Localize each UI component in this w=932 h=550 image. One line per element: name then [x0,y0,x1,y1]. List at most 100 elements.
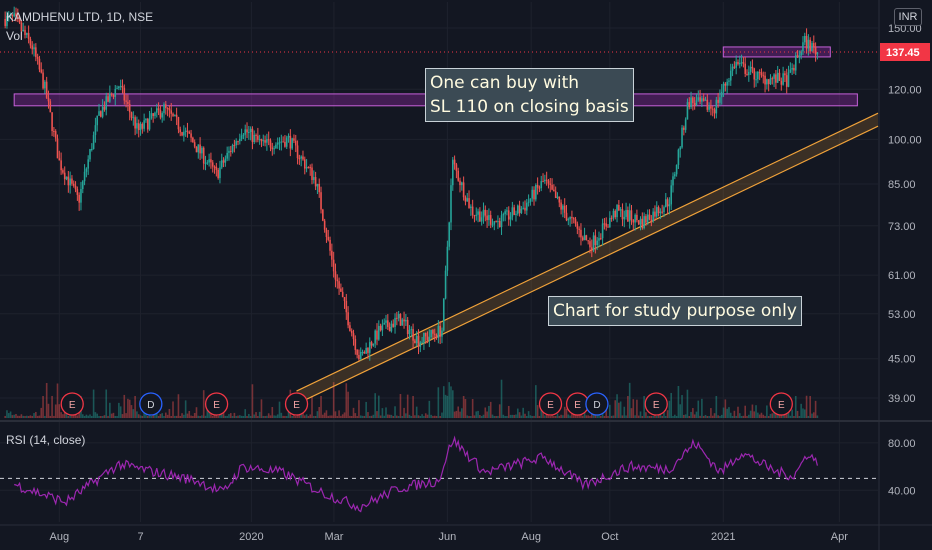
candle-body [688,102,691,108]
candle-body [719,97,721,103]
volume-bar [134,395,136,418]
volume-bar [793,415,795,418]
candle-body [728,80,730,82]
volume-bar [49,415,52,418]
candle-body [666,199,669,207]
volume-bar [273,415,275,418]
volume-bar [798,415,801,418]
candle-body [137,123,140,131]
volume-bar [571,413,573,418]
volume-bar [603,416,606,418]
candle-body [565,212,568,221]
candle-body [63,172,66,180]
volume-bar [266,415,268,418]
candle-body [448,222,450,247]
candle-body [545,179,548,181]
dividend-event-marker: D [139,392,163,416]
volume-bar [27,415,30,418]
candle-body [320,192,322,210]
volume-bar [159,413,162,418]
volume-bar [251,384,254,418]
candle-body [771,78,774,80]
candle-body [208,159,210,163]
trendline-channel[interactable] [296,112,879,405]
volume-bar [493,415,496,418]
candle-body [62,170,64,173]
candle-body [580,229,582,238]
volume-bar [107,415,109,418]
event-label: E [293,400,300,411]
candle-body [531,189,534,199]
candle-body [130,112,133,118]
volume-bar [62,414,64,418]
candle-body [53,131,55,133]
candle-body [583,235,586,241]
currency-button[interactable]: INR [894,8,922,26]
volume-bar [121,414,124,418]
volume-bar [655,415,658,418]
candle-body [349,325,351,331]
candle-body [85,168,88,172]
candle-body [791,67,793,70]
candle-body [343,297,346,301]
volume-bar [807,415,810,418]
volume-bar [684,414,687,418]
volume-bar [753,411,756,418]
candle-body [524,207,526,211]
candle-body [778,72,781,81]
candle-body [551,184,553,190]
study-note[interactable]: Chart for study purpose only [548,296,802,326]
symbol-title[interactable]: KAMDHENU LTD, 1D, NSE [6,10,154,24]
candle-body [442,298,445,331]
volume-bar [318,406,321,418]
candle-body [630,210,633,220]
volume-bar [704,414,707,418]
volume-bar [186,413,189,418]
volume-bar [294,416,297,418]
event-circle [204,392,229,416]
candle-body [435,334,438,338]
candle-body [504,211,506,215]
volume-bar [38,415,41,418]
candle-body [446,246,449,271]
candle-body [717,99,719,103]
candle-body [585,235,588,241]
candle-body [9,14,12,16]
volume-bar [529,415,532,418]
candle-body [296,145,299,159]
buy-note[interactable]: One can buy with SL 110 on closing basis [425,68,634,122]
candle-body [276,142,279,145]
volume-bar [630,408,633,418]
rsi-label[interactable]: RSI (14, close) [6,433,86,447]
candle-body [816,52,819,55]
volume-bar [412,395,414,418]
candle-body [244,129,247,135]
volume-label[interactable]: Vol [6,29,23,43]
volume-bar [729,412,732,418]
volume-bar [255,412,257,418]
volume-bar [314,415,317,418]
candle-body [69,178,71,186]
candle-body [639,218,642,225]
candle-body [275,144,277,149]
candle-body [399,314,402,326]
volume-bar [686,389,689,418]
candle-body [753,68,756,80]
candle-body [103,106,106,110]
volume-bar [769,413,772,418]
candle-body [746,73,748,76]
candle-body [359,352,362,360]
candle-body [388,326,391,332]
volume-bar [33,413,35,418]
candle-body [267,139,270,141]
volume-bar [764,415,766,418]
volume-bar [545,413,548,418]
candle-body [150,113,153,119]
candle-body [502,214,505,216]
candle-body [51,112,53,132]
volume-bar [735,415,737,418]
volume-bar [771,413,774,418]
candle-body [154,112,156,116]
volume-bar [63,411,66,418]
